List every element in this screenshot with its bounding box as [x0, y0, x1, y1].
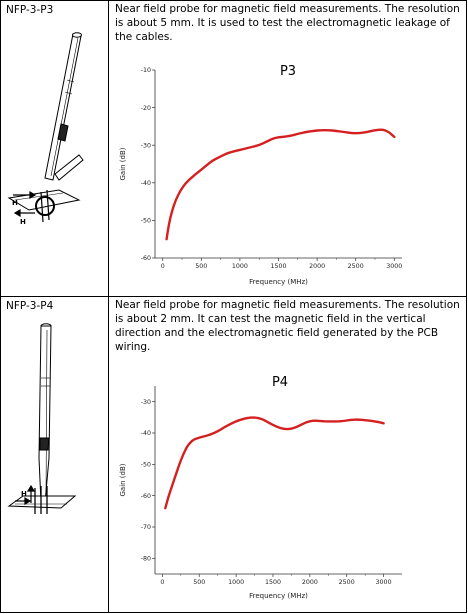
y-tick-label: -60	[141, 255, 151, 262]
x-tick-label: 0	[160, 579, 164, 586]
x-tick-label: 1000	[232, 263, 248, 270]
probe-label-h1: H	[12, 199, 18, 207]
x-tick-label: 3000	[376, 579, 392, 586]
pcb-board	[7, 495, 77, 509]
x-tick-label: 2500	[348, 263, 364, 270]
probe-loop	[35, 196, 55, 216]
y-tick-label: -20	[141, 105, 151, 112]
probe-highlight	[50, 37, 79, 177]
x-tick-label: 500	[193, 579, 205, 586]
x-tick-label: 500	[195, 263, 207, 270]
model-label: NFP-3-P3	[6, 4, 54, 16]
chart-p3: -10 -20 -30 -40 -50 -60 0 500 1000 1500 2000 2500 30…	[119, 64, 402, 286]
arrow-head-icon	[24, 496, 32, 506]
description-cell-p4: Near field probe for magnetic field meas…	[108, 296, 467, 613]
x-tick-label: 2000	[302, 579, 318, 586]
x-tick-label: 1500	[270, 263, 286, 270]
probe-band	[39, 437, 50, 451]
y-tick-label: -30	[141, 142, 151, 149]
probe-illustration-p3: H H	[7, 32, 84, 226]
x-axis-label: Frequency (MHz)	[249, 278, 308, 286]
chart-title: P4	[272, 375, 288, 390]
arrow-head-icon	[13, 208, 21, 218]
y-tick-label: -40	[141, 430, 151, 437]
arrow-head-icon	[29, 190, 37, 200]
series-line	[165, 128, 396, 241]
series-line	[164, 416, 385, 510]
model-label: NFP-3-P4	[6, 300, 54, 312]
x-tick-label: 3000	[386, 263, 402, 270]
y-tick-label: -30	[141, 399, 151, 406]
y-tick-label: -40	[141, 180, 151, 187]
y-tick-label: -50	[141, 218, 151, 225]
y-tick-label: -60	[141, 493, 151, 500]
y-tick-label: -10	[141, 67, 151, 74]
y-tick-label: -70	[141, 524, 151, 531]
y-axis-label: Gain (dB)	[119, 463, 127, 496]
y-axis-label: Gain (dB)	[119, 147, 127, 180]
x-tick-label: 1000	[228, 579, 244, 586]
pcb-board	[7, 189, 81, 211]
x-tick-label: 2500	[339, 579, 355, 586]
probe-label-h2: H	[20, 218, 26, 226]
probe-illustration-p4: H	[7, 323, 77, 514]
x-axis-label: Frequency (MHz)	[249, 592, 308, 600]
arrow-head-icon	[26, 484, 36, 492]
x-tick-label: 2000	[309, 263, 325, 270]
chart-title: P3	[280, 64, 296, 79]
description-text: Near field probe for magnetic field meas…	[115, 3, 460, 43]
y-tick-label: -80	[141, 556, 151, 563]
probe-arm	[54, 154, 84, 181]
probe-label-h: H	[21, 490, 27, 498]
probe-tip-cap	[72, 32, 82, 38]
y-tick-label: -50	[141, 462, 151, 469]
description-text: Near field probe for magnetic field meas…	[115, 299, 460, 353]
probe-shaft	[38, 325, 52, 504]
probe-band	[57, 123, 69, 142]
x-tick-label: 1500	[265, 579, 281, 586]
chart-p4: -30 -40 -50 -60 -70 -80 0 500 1000 1500 2000 2500 30…	[119, 375, 402, 600]
x-tick-label: 0	[161, 263, 165, 270]
